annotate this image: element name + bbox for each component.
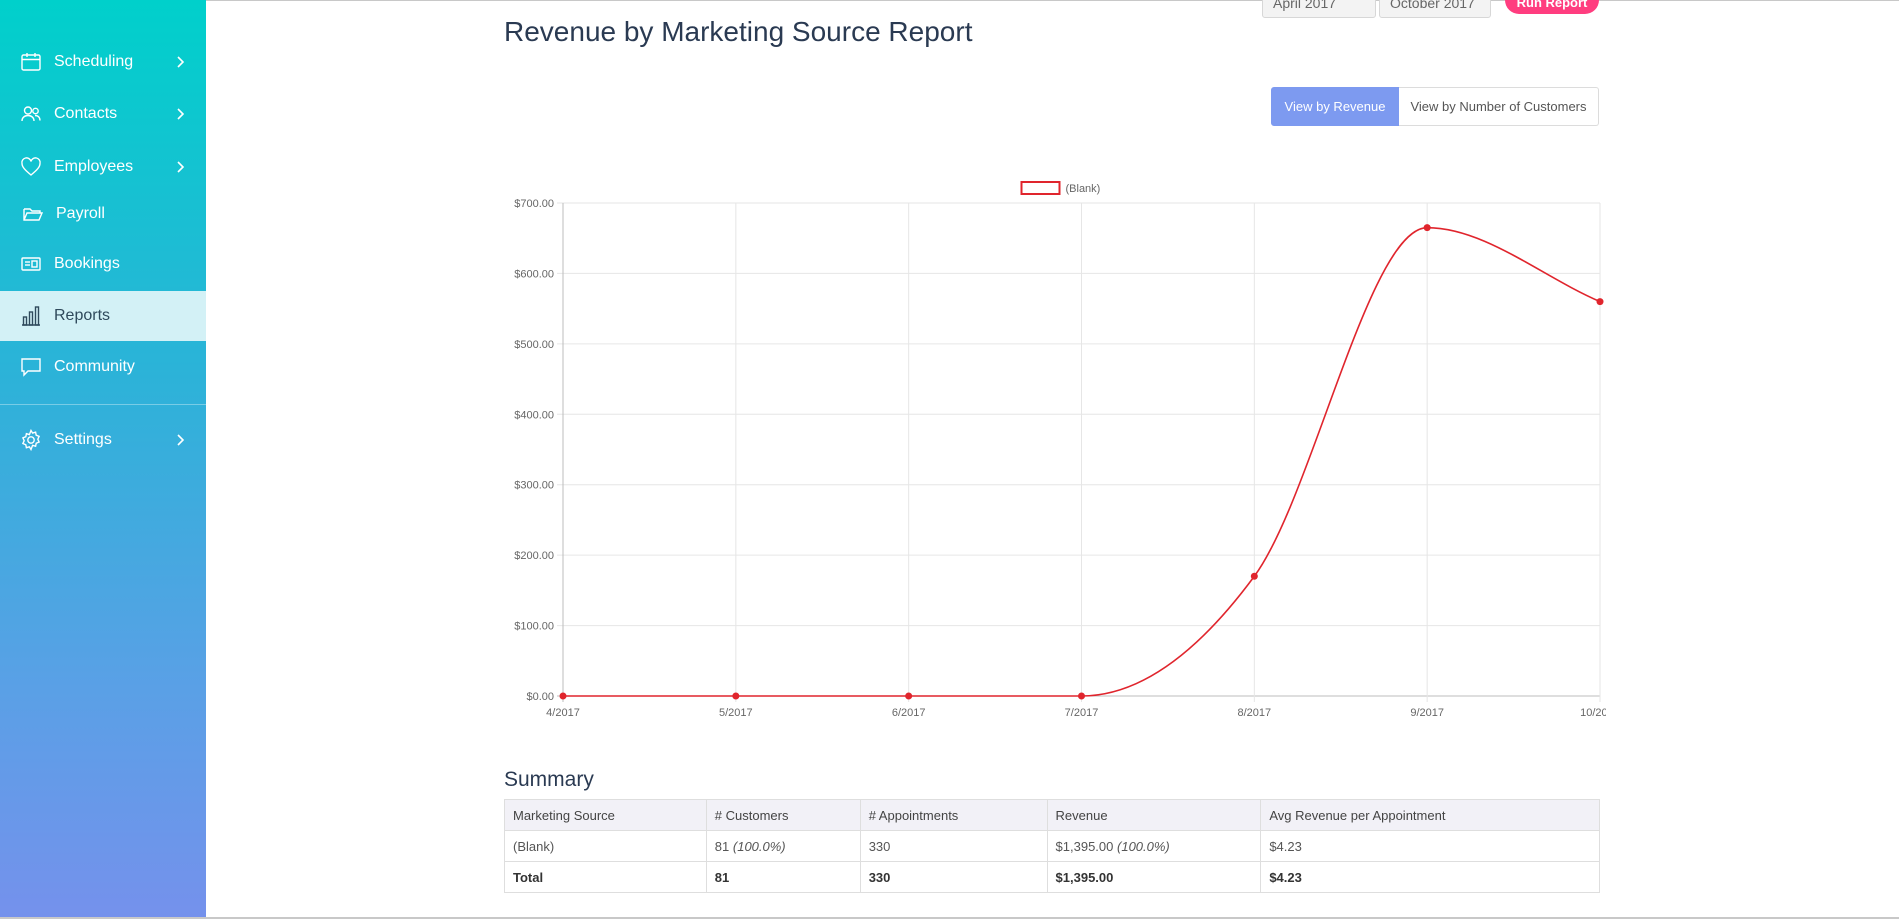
bar-chart-icon (20, 305, 42, 327)
sidebar-item-label: Scheduling (54, 53, 134, 70)
sidebar-item-settings[interactable]: Settings (0, 415, 206, 465)
sidebar: Scheduling Contacts Employees Payroll Bo… (0, 0, 206, 919)
data-point (559, 692, 567, 700)
run-report-button[interactable]: Run Report (1505, 0, 1599, 14)
revenue-cell: $1,395.00 (100.0%) (1046, 830, 1262, 862)
data-point (1596, 298, 1604, 306)
sidebar-item-label: Contacts (54, 105, 118, 122)
chevron-right-icon (177, 434, 185, 446)
sidebar-item-label: Settings (54, 431, 112, 448)
chevron-right-icon (177, 56, 185, 68)
sidebar-item-contacts[interactable]: Contacts (0, 89, 206, 139)
total-row: Total 81 330 $1,395.00 $4.23 (504, 861, 1600, 893)
chevron-right-icon (177, 161, 185, 173)
folder-open-icon (22, 203, 44, 225)
legend-swatch (1020, 181, 1061, 195)
sidebar-item-reports[interactable]: Reports (0, 291, 206, 341)
sidebar-item-label: Payroll (56, 205, 105, 222)
customers-value: 81 (714, 838, 730, 854)
users-icon (20, 103, 42, 125)
x-tick-label: 7/2017 (1065, 707, 1099, 719)
revenue-percent: (100.0%) (1117, 838, 1170, 854)
appointments-cell: 330 (859, 830, 1048, 862)
run-report-label: Run Report (1516, 0, 1588, 10)
x-tick-label: 8/2017 (1238, 707, 1272, 719)
chevron-right-icon (177, 108, 185, 120)
y-tick-label: $400.00 (514, 409, 554, 421)
avg-revenue-cell: $4.23 (1260, 830, 1600, 862)
y-tick-label: $200.00 (514, 550, 554, 562)
start-month-select[interactable]: April 2017 (1262, 0, 1376, 18)
sidebar-item-bookings[interactable]: Bookings (0, 239, 206, 289)
calendar-icon (20, 51, 42, 73)
x-tick-label: 9/2017 (1410, 707, 1444, 719)
sidebar-item-label: Bookings (54, 255, 120, 272)
bottom-border (0, 917, 1899, 919)
y-tick-label: $600.00 (514, 268, 554, 280)
y-tick-label: $100.00 (514, 621, 554, 633)
column-header: # Appointments (859, 799, 1048, 831)
total-label: Total (504, 861, 707, 893)
column-header: Avg Revenue per Appointment (1260, 799, 1600, 831)
summary-title: Summary (504, 768, 594, 791)
total-revenue: $1,395.00 (1046, 861, 1262, 893)
column-header: Revenue (1046, 799, 1262, 831)
y-tick-label: $700.00 (514, 198, 554, 210)
source-cell: (Blank) (504, 830, 707, 862)
sidebar-item-employees[interactable]: Employees (0, 142, 206, 192)
y-tick-label: $500.00 (514, 339, 554, 351)
x-tick-label: 10/2017 (1580, 707, 1606, 719)
sidebar-item-label: Reports (54, 307, 111, 324)
start-month-value: April 2017 (1273, 0, 1337, 11)
sidebar-item-label: Community (54, 358, 135, 375)
x-tick-label: 4/2017 (546, 707, 580, 719)
summary-table: Marketing Source # Customers # Appointme… (504, 799, 1600, 893)
end-month-value: October 2017 (1390, 0, 1475, 11)
data-point (905, 692, 913, 700)
end-month-select[interactable]: October 2017 (1379, 0, 1491, 18)
x-tick-label: 5/2017 (719, 707, 753, 719)
column-header: Marketing Source (504, 799, 707, 831)
legend-label: (Blank) (1066, 183, 1101, 195)
sidebar-item-scheduling[interactable]: Scheduling (0, 37, 206, 87)
revenue-line-chart: $0.00 $100.00 $200.00 $300.00 $400.00 $500.00… (514, 181, 1606, 719)
revenue-value: $1,395.00 (1055, 838, 1114, 854)
id-card-icon (20, 253, 42, 275)
total-avg-revenue: $4.23 (1260, 861, 1600, 893)
table-header-row: Marketing Source # Customers # Appointme… (504, 799, 1600, 831)
heart-icon (20, 156, 42, 178)
x-tick-label: 6/2017 (892, 707, 926, 719)
chat-bubble-icon (20, 356, 42, 378)
customers-cell: 81 (100.0%) (705, 830, 861, 862)
view-by-customers-button[interactable]: View by Number of Customers (1399, 87, 1599, 126)
page-title: Revenue by Marketing Source Report (504, 16, 973, 47)
table-row: (Blank) 81 (100.0%) 330 $1,395.00 (100.0… (504, 830, 1600, 862)
y-tick-label: $0.00 (526, 691, 554, 703)
sidebar-divider (0, 404, 206, 405)
sidebar-item-payroll[interactable]: Payroll (0, 189, 206, 239)
column-header: # Customers (705, 799, 861, 831)
data-point (1250, 572, 1258, 580)
top-border (0, 0, 1899, 1)
data-point (1423, 224, 1431, 232)
customers-percent: (100.0%) (732, 838, 786, 854)
data-point (1078, 692, 1085, 700)
gear-icon (20, 429, 42, 451)
y-tick-label: $300.00 (514, 480, 554, 492)
view-by-revenue-button[interactable]: View by Revenue (1271, 87, 1399, 126)
view-toggle: View by Revenue View by Number of Custom… (1271, 87, 1599, 126)
total-customers: 81 (705, 861, 861, 893)
sidebar-item-community[interactable]: Community (0, 342, 206, 392)
total-appointments: 330 (859, 861, 1048, 893)
data-point (732, 692, 740, 700)
sidebar-item-label: Employees (54, 158, 134, 175)
